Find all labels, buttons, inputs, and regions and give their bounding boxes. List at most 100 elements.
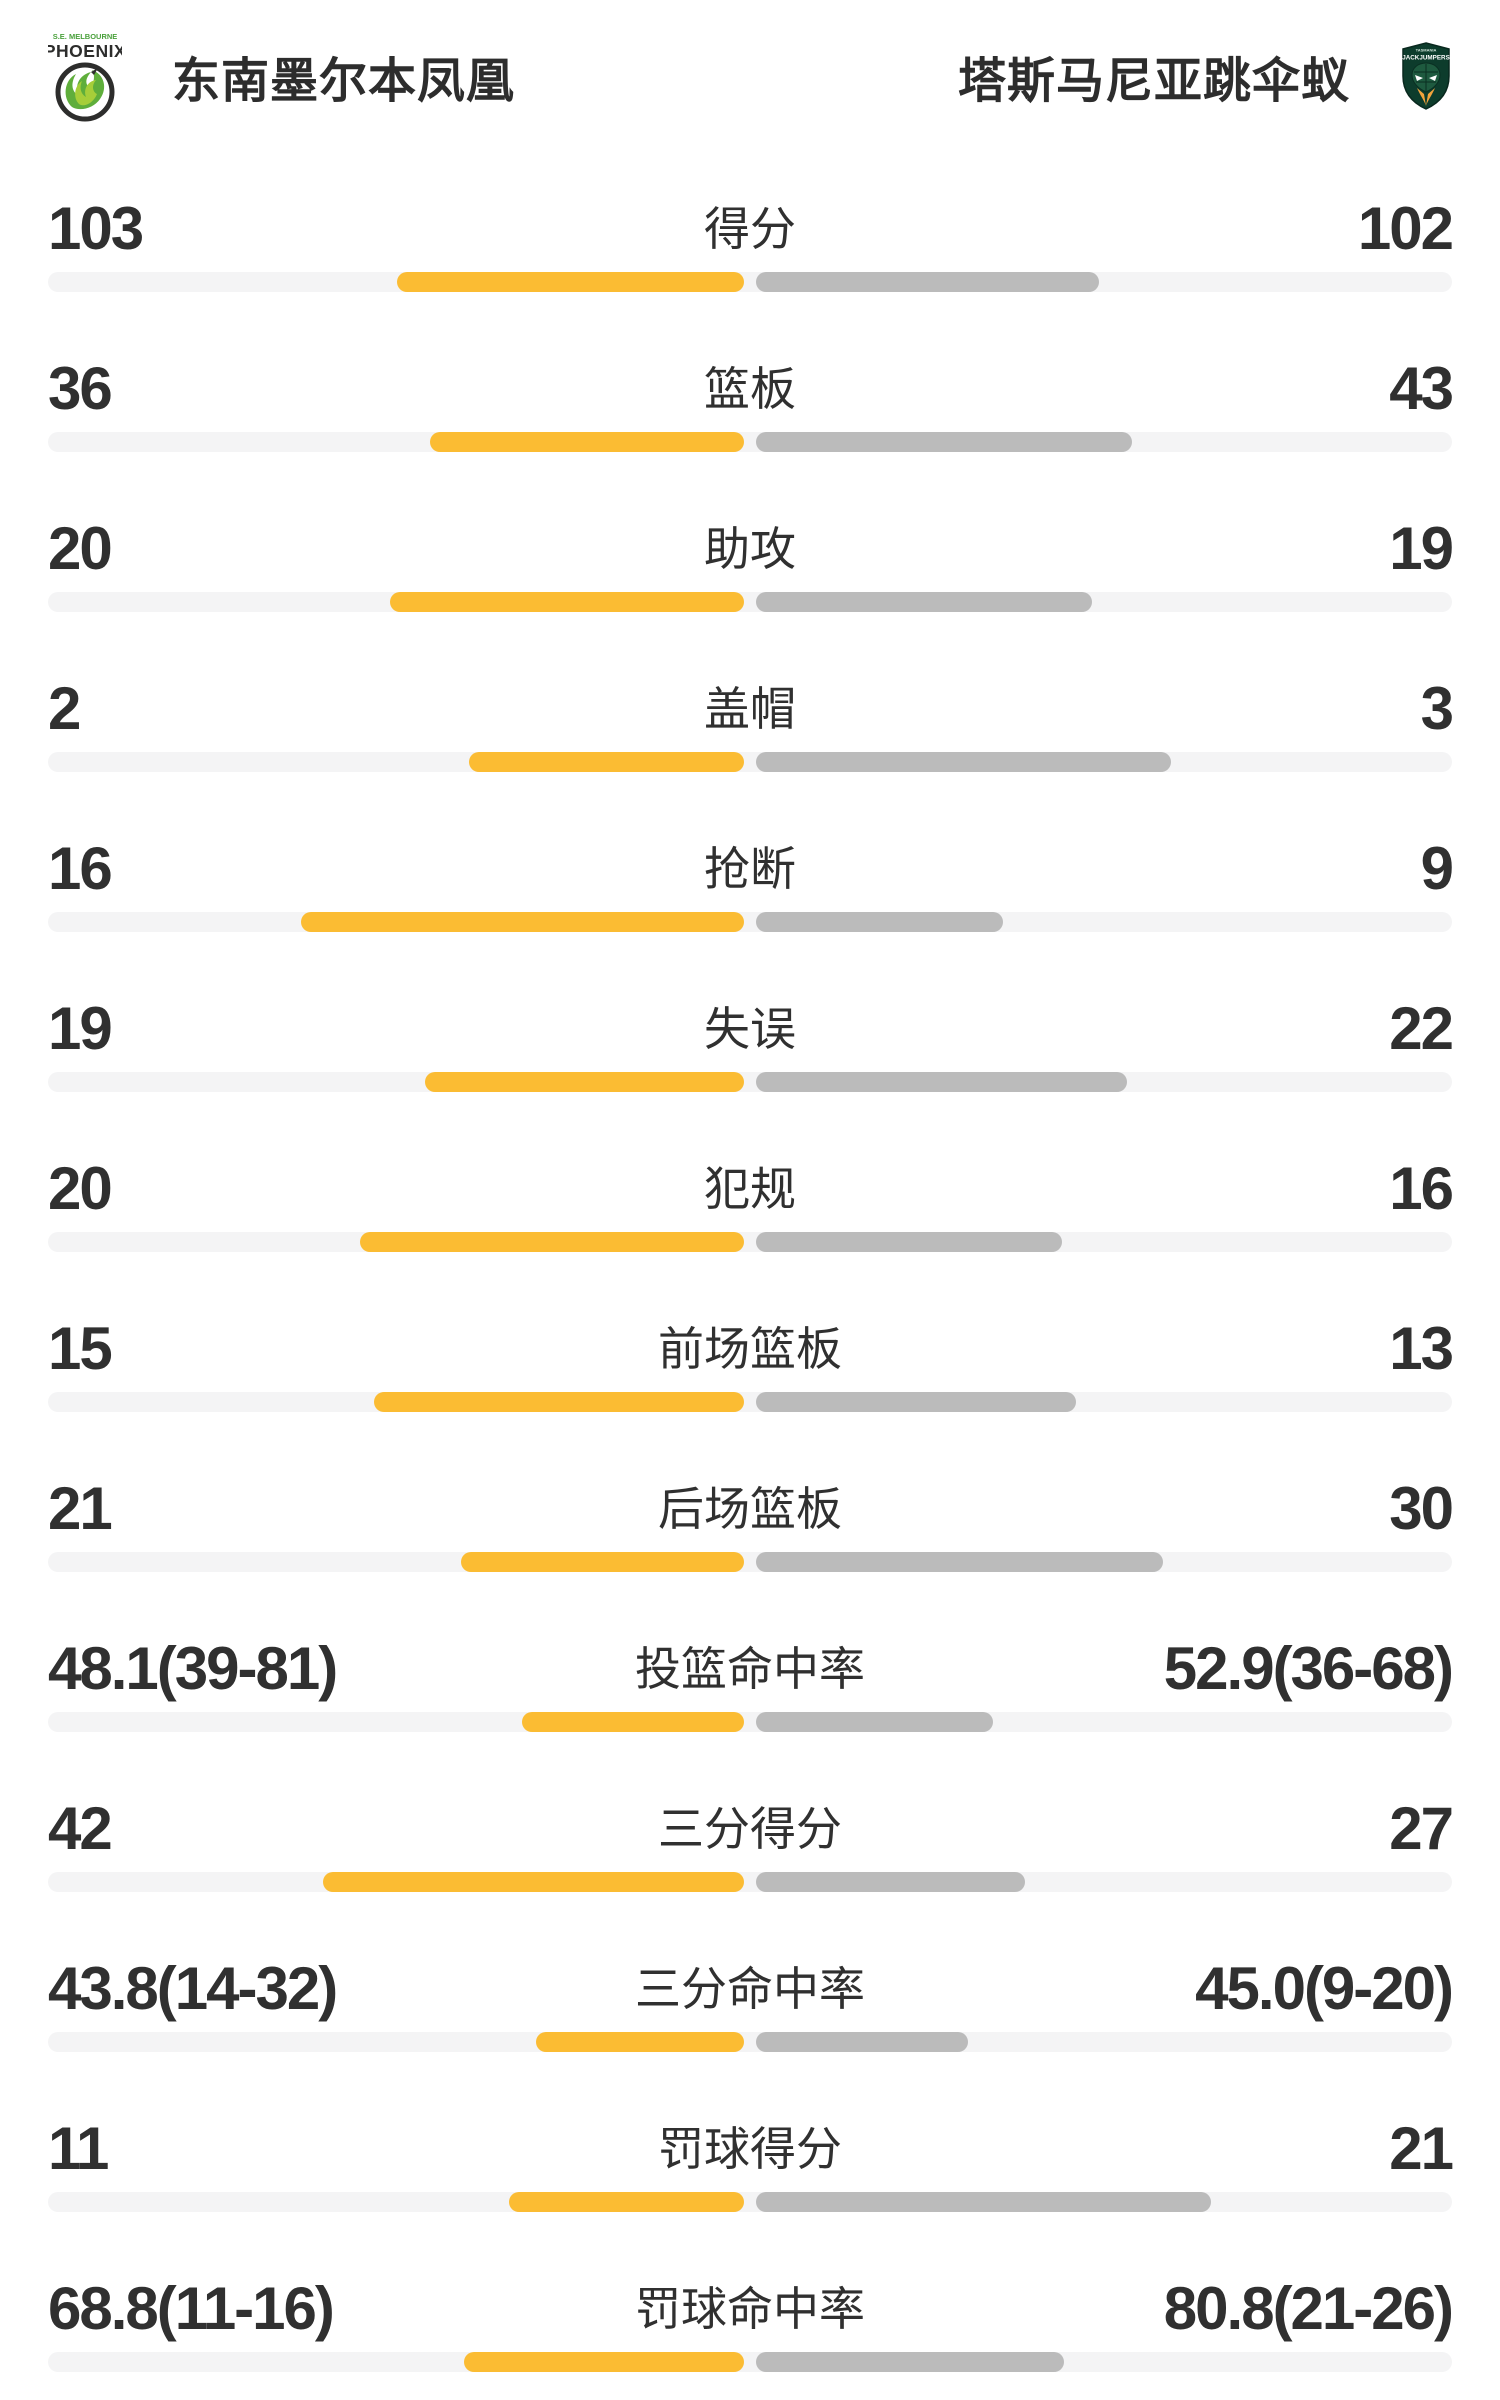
stat-row: 20 助攻 19 [48, 515, 1454, 678]
away-value: 43 [1389, 355, 1454, 422]
home-value: 43.8(14-32) [48, 1955, 338, 2022]
away-value: 13 [1389, 1315, 1454, 1382]
home-value: 15 [48, 1315, 113, 1382]
home-bar [508, 2192, 744, 2212]
stat-label: 助攻 [704, 523, 796, 575]
home-bar [424, 1072, 744, 1092]
stat-row: 103 得分 102 [48, 195, 1454, 358]
stats-list: 103 得分 102 36 篮板 43 20 助攻 [48, 195, 1454, 2400]
home-value: 16 [48, 835, 113, 902]
away-logo-word-text: JACKJUMPERS [1402, 55, 1450, 62]
away-team-logo-icon: TASMANIA JACKJUMPERS [1402, 42, 1450, 110]
away-bar [756, 1872, 1025, 1892]
home-bar [469, 752, 744, 772]
stat-label: 得分 [704, 203, 796, 255]
away-value: 19 [1389, 515, 1454, 582]
stat-bar-track [48, 1552, 1452, 1572]
stat-bar-track [48, 1232, 1452, 1252]
home-bar [397, 272, 744, 292]
stat-row-text: 42 三分得分 27 [48, 1798, 1454, 1860]
away-team-name: 塔斯马尼亚跳伞蚁 [957, 55, 1350, 108]
home-bar [360, 1232, 744, 1252]
home-value: 20 [48, 515, 113, 582]
stat-row: 43.8(14-32) 三分命中率 45.0(9-20) [48, 1955, 1454, 2118]
home-value: 2 [48, 675, 81, 742]
away-bar [756, 272, 1100, 292]
away-value: 3 [1420, 675, 1454, 742]
stat-row: 68.8(11-16) 罚球命中率 80.8(21-26) [48, 2278, 1454, 2400]
stat-label: 盖帽 [704, 683, 796, 735]
stat-row: 19 失误 22 [48, 995, 1454, 1158]
away-value: 9 [1420, 835, 1454, 902]
stat-label: 篮板 [704, 363, 796, 415]
stat-row: 2 盖帽 3 [48, 675, 1454, 838]
away-bar [756, 592, 1092, 612]
stat-bar-track [48, 2352, 1452, 2372]
stat-row-text: 16 抢断 9 [48, 835, 1454, 902]
away-bar [756, 1072, 1127, 1092]
header: S.E. MELBOURNE PHOENIX 东南墨尔本凤凰 塔斯马尼亚跳伞蚁 … [48, 0, 1452, 126]
home-logo-beak [91, 68, 98, 75]
home-bar [430, 432, 744, 452]
stat-bar-track [48, 912, 1452, 932]
home-bar [536, 2032, 744, 2052]
away-value: 102 [1357, 195, 1454, 262]
stat-row-text: 48.1(39-81) 投篮命中率 52.9(36-68) [48, 1638, 1454, 1700]
home-value: 11 [48, 2115, 109, 2182]
away-value: 30 [1389, 1475, 1454, 1542]
home-bar [322, 1872, 744, 1892]
away-bar [756, 2352, 1064, 2372]
away-bar [756, 2032, 968, 2052]
stat-row-text: 19 失误 22 [48, 995, 1454, 1062]
away-bar [756, 1712, 993, 1732]
stat-row-text: 103 得分 102 [48, 195, 1454, 262]
stat-bar-track [48, 432, 1452, 452]
stat-row: 15 前场篮板 13 [48, 1315, 1454, 1478]
stat-bar-track [48, 1392, 1452, 1412]
away-logo-right-mandible [1426, 88, 1435, 106]
away-bar [756, 752, 1172, 772]
home-bar [390, 592, 744, 612]
home-logo-division-text: S.E. MELBOURNE [53, 32, 118, 41]
stat-label: 后场篮板 [658, 1483, 842, 1535]
away-bar [756, 2192, 1211, 2212]
stat-row-text: 68.8(11-16) 罚球命中率 80.8(21-26) [48, 2278, 1454, 2340]
away-value: 21 [1389, 2115, 1454, 2182]
stat-label: 投篮命中率 [635, 1643, 865, 1695]
home-value: 19 [48, 995, 113, 1062]
stat-row-text: 36 篮板 43 [48, 355, 1454, 422]
stat-row: 16 抢断 9 [48, 835, 1454, 998]
home-value: 103 [48, 195, 144, 262]
stat-bar-track [48, 752, 1452, 772]
stat-bar-track [48, 592, 1452, 612]
home-value: 20 [48, 1155, 113, 1222]
stat-row-text: 2 盖帽 3 [48, 675, 1454, 742]
stat-row-text: 15 前场篮板 13 [48, 1315, 1454, 1382]
stat-label: 犯规 [704, 1163, 796, 1215]
stat-label: 三分得分 [658, 1803, 842, 1855]
home-value: 36 [48, 355, 113, 422]
team-home[interactable]: S.E. MELBOURNE PHOENIX 东南墨尔本凤凰 [48, 28, 515, 124]
away-bar [756, 432, 1133, 452]
away-bar [756, 912, 1003, 932]
home-team-logo-icon: S.E. MELBOURNE PHOENIX [48, 32, 122, 122]
home-bar [464, 2352, 744, 2372]
away-bar [756, 1552, 1163, 1572]
home-bar [460, 1552, 744, 1572]
away-bar [756, 1392, 1076, 1412]
stat-row-text: 21 后场篮板 30 [48, 1475, 1454, 1542]
team-away[interactable]: 塔斯马尼亚跳伞蚁 TASMANIA JACKJUMPERS [958, 41, 1452, 111]
away-logo-left-eye [1415, 75, 1423, 81]
stat-row: 20 犯规 16 [48, 1155, 1454, 1318]
home-team-name: 东南墨尔本凤凰 [172, 55, 516, 108]
home-logo-phoenix-inner-shape [75, 80, 97, 106]
away-value: 22 [1389, 995, 1454, 1062]
away-logo-left-mandible [1417, 88, 1426, 106]
home-logo-word-text: PHOENIX [48, 41, 122, 61]
home-value: 21 [48, 1475, 113, 1542]
stat-bar-track [48, 272, 1452, 292]
stat-bar-track [48, 1712, 1452, 1732]
stat-bar-track [48, 1872, 1452, 1892]
away-logo-ant-head-lines [1414, 64, 1438, 91]
